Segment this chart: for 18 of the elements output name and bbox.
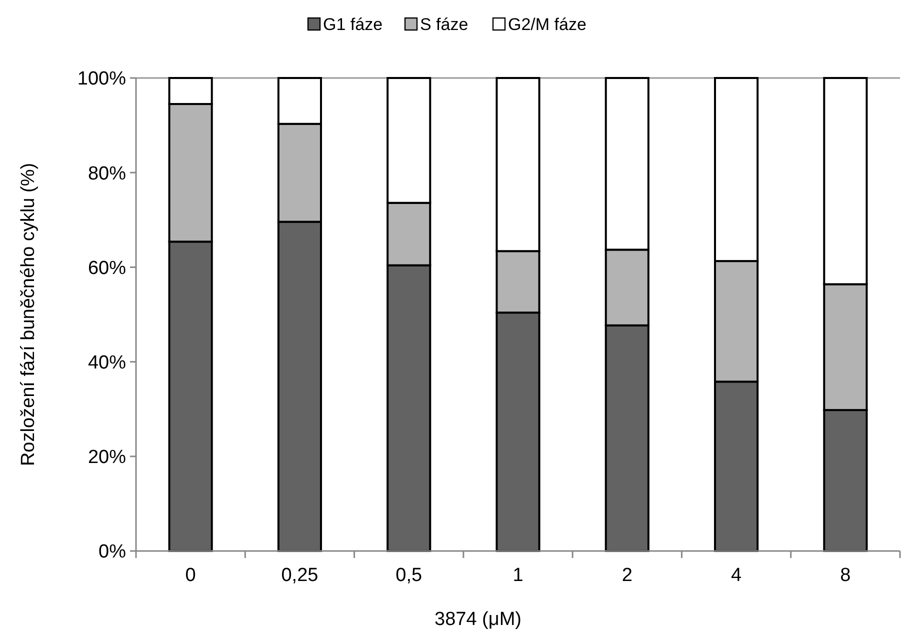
y-tick-label: 40% xyxy=(88,352,126,374)
y-tick-label: 0% xyxy=(98,542,126,563)
x-tick-label: 0,5 xyxy=(396,565,422,586)
x-tick-label: 4 xyxy=(730,565,742,586)
x-tick-label: 0 xyxy=(185,565,196,586)
x-axis-title: 3874 (μM) xyxy=(434,609,522,630)
y-axis-title: Rozložení fází buněčného cyklu (%) xyxy=(18,162,39,466)
legend-label: G1 fáze xyxy=(323,15,383,34)
x-tick-label: 8 xyxy=(840,565,851,586)
legend-label: S fáze xyxy=(420,15,468,34)
y-tick-label: 80% xyxy=(88,163,126,184)
x-tick-label: 2 xyxy=(622,565,632,586)
x-tick-label: 0,25 xyxy=(281,565,318,586)
legend-label: G2/M fáze xyxy=(508,15,586,34)
y-tick-label: 60% xyxy=(88,258,126,279)
x-tick-label: 1 xyxy=(512,565,524,586)
y-tick-label: 100% xyxy=(77,68,126,90)
y-tick-label: 20% xyxy=(88,447,126,468)
